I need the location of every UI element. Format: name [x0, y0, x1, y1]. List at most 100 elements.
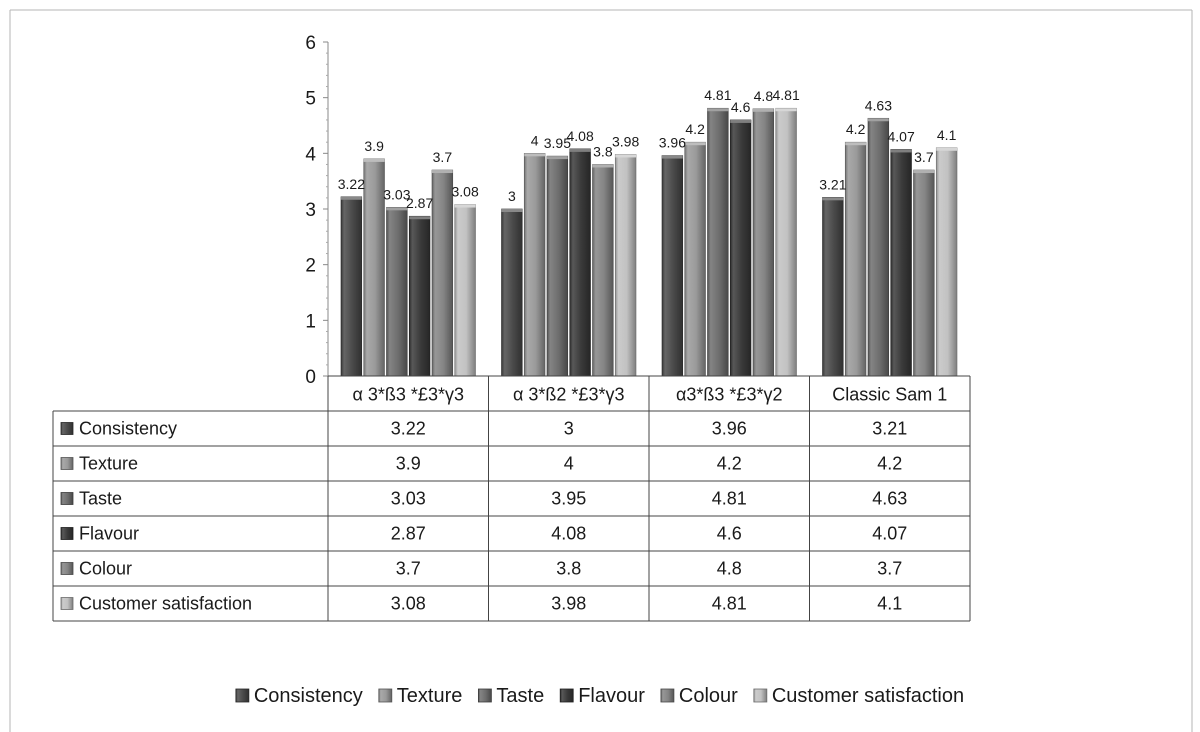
- bar-top-highlight: [592, 164, 614, 168]
- y-tick-label: 0: [305, 367, 316, 388]
- table-cell: 4.6: [717, 524, 742, 544]
- data-label: 3.22: [338, 176, 365, 192]
- table-row-label: Flavour: [79, 524, 139, 544]
- bar: [890, 149, 912, 377]
- table-legend-key: [60, 422, 74, 435]
- bar-top-highlight: [409, 216, 430, 220]
- data-label: 4.8: [754, 88, 774, 104]
- bar-top-highlight: [432, 170, 453, 174]
- bar: [844, 141, 867, 377]
- legend-label: Texture: [397, 685, 463, 707]
- bar: [386, 207, 408, 377]
- x-category-label: α 3*ß3 *£3*γ3: [353, 385, 464, 405]
- legend-label: Colour: [679, 685, 738, 707]
- bar: [431, 169, 454, 377]
- data-label: 3.95: [544, 135, 571, 151]
- data-label: 4.07: [888, 128, 915, 144]
- bar-top-highlight: [707, 108, 729, 112]
- table-cell: 3.7: [396, 559, 421, 579]
- bar-top-highlight: [730, 119, 751, 123]
- x-category-label: Classic Sam 1: [832, 385, 947, 405]
- table-cell: 3.98: [551, 594, 586, 614]
- table-cell: 3.96: [712, 419, 747, 439]
- table-legend-key: [60, 527, 74, 540]
- bar-top-highlight: [662, 155, 683, 159]
- legend-key: [235, 688, 250, 703]
- bar: [363, 158, 385, 377]
- y-tick-label: 6: [305, 33, 316, 54]
- table-cell: 4: [564, 454, 574, 474]
- table-cell: 4.2: [717, 454, 742, 474]
- table-cell: 4.2: [877, 454, 902, 474]
- table-cell: 4.07: [872, 524, 907, 544]
- x-category-label: α3*ß3 *£3*γ2: [676, 385, 782, 405]
- bar: [340, 196, 363, 377]
- data-label: 3.7: [433, 149, 453, 165]
- table-cell: 3.7: [877, 559, 902, 579]
- bar: [661, 155, 684, 377]
- legend-key: [559, 688, 574, 703]
- bar: [822, 197, 844, 377]
- data-label: 3.8: [593, 143, 613, 159]
- bar-top-highlight: [524, 153, 545, 157]
- y-tick-label: 1: [305, 311, 316, 332]
- table-cell: 3.8: [556, 559, 581, 579]
- data-label: 4.81: [704, 87, 731, 103]
- table-cell: 4.8: [717, 559, 742, 579]
- data-label: 4.1: [937, 127, 957, 143]
- table-cell: 3.08: [391, 594, 426, 614]
- bar-top-highlight: [615, 154, 636, 158]
- bar-top-highlight: [775, 108, 797, 112]
- bar: [752, 108, 775, 377]
- table-cell: 3.9: [396, 454, 421, 474]
- data-label: 3.98: [612, 133, 639, 149]
- legend-label: Consistency: [254, 685, 363, 707]
- table-cell: 4.08: [551, 524, 586, 544]
- y-tick-label: 4: [305, 144, 316, 165]
- bar: [913, 169, 935, 377]
- bar: [454, 204, 476, 377]
- data-label: 3.7: [914, 149, 934, 165]
- table-cell: 3.03: [391, 489, 426, 509]
- table-cell: 3.21: [872, 419, 907, 439]
- legend-key: [378, 688, 393, 703]
- legend-label: Taste: [496, 685, 544, 707]
- table-cell: 4.81: [712, 594, 747, 614]
- table-cell: 3.95: [551, 489, 586, 509]
- bar-top-highlight: [822, 197, 844, 201]
- bar: [592, 164, 614, 377]
- legend-key: [477, 688, 492, 703]
- bar-top-highlight: [845, 142, 866, 146]
- bar-top-highlight: [753, 108, 774, 112]
- bar-top-highlight: [868, 118, 889, 122]
- y-tick-label: 2: [305, 256, 316, 277]
- data-label: 3.03: [383, 186, 410, 202]
- bar-top-highlight: [569, 148, 591, 152]
- table-row-label: Consistency: [79, 419, 177, 439]
- table-legend-key: [60, 597, 74, 610]
- legend-key: [753, 688, 768, 703]
- bar: [501, 208, 523, 377]
- table-cell: 4.81: [712, 489, 747, 509]
- table-row-label: Taste: [79, 489, 122, 509]
- table-row-label: Texture: [79, 454, 138, 474]
- data-label: 4.2: [846, 121, 866, 137]
- bar: [867, 117, 890, 377]
- data-label: 4.81: [773, 87, 800, 103]
- table-cell: 4.63: [872, 489, 907, 509]
- table-row-label: Customer satisfaction: [79, 594, 252, 614]
- bar: [546, 155, 569, 377]
- legend-key: [660, 688, 675, 703]
- data-label: 4.08: [567, 128, 594, 144]
- data-label: 3.96: [659, 135, 686, 151]
- table-cell: 4.1: [877, 594, 902, 614]
- bar-top-highlight: [547, 156, 568, 160]
- table-cell: 3: [564, 419, 574, 439]
- data-label: 4.2: [685, 121, 705, 137]
- bar: [523, 153, 546, 377]
- bar: [707, 107, 729, 377]
- bar-top-highlight: [341, 196, 362, 200]
- bar-top-highlight: [913, 170, 935, 174]
